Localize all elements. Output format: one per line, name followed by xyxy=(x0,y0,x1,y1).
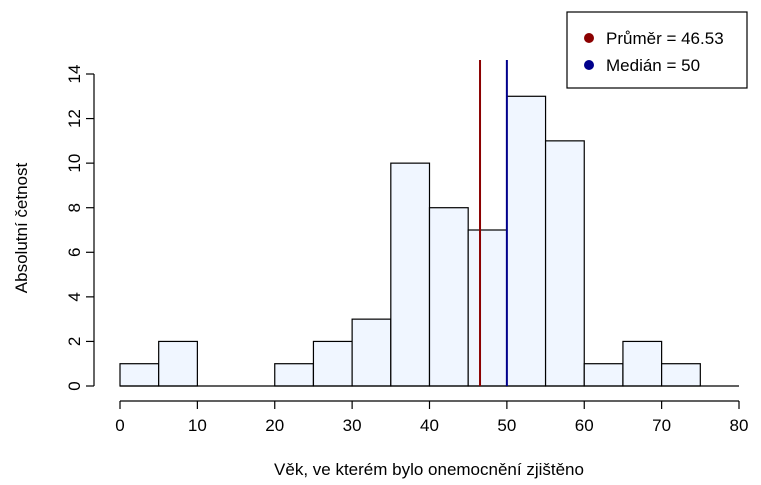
x-tick-label: 30 xyxy=(343,416,362,435)
legend-mean-label: Průměr = 46.53 xyxy=(606,29,724,48)
histogram-bar-65-70 xyxy=(622,340,663,387)
histogram-bar-5-10 xyxy=(158,340,198,387)
x-axis-label: Věk, ve kterém bylo onemocnění zjištěno xyxy=(274,460,584,479)
y-tick-label: 4 xyxy=(65,292,84,301)
histogram-bar-20-25 xyxy=(274,363,315,387)
y-axis: 0 2 4 6 8 10 12 14 xyxy=(65,65,95,391)
x-tick-label: 50 xyxy=(497,416,516,435)
histogram-bar-50-55 xyxy=(506,95,547,387)
histogram-bar-70-75 xyxy=(661,363,701,387)
histogram-bar-60-65 xyxy=(583,363,624,387)
y-tick-label: 6 xyxy=(65,248,84,257)
legend-median-marker xyxy=(584,60,594,70)
histogram-bar-55-60 xyxy=(544,140,585,387)
x-axis: 0 10 20 30 40 50 60 70 80 xyxy=(115,400,749,435)
y-tick-label: 14 xyxy=(65,65,84,84)
y-tick-label: 2 xyxy=(65,337,84,346)
y-axis-label: Absolutní četnost xyxy=(12,163,31,294)
histogram-bar-45-50 xyxy=(467,229,508,387)
x-tick-label: 0 xyxy=(115,416,124,435)
histogram-bar-0-5 xyxy=(119,363,160,387)
bars-group xyxy=(119,95,739,387)
y-tick-label: 8 xyxy=(65,203,84,212)
histogram-bar-30-35 xyxy=(351,318,392,387)
histogram-bar-35-40 xyxy=(390,162,431,387)
y-tick-label: 12 xyxy=(65,109,84,128)
x-tick-label: 70 xyxy=(652,416,671,435)
histogram-bar-25-30 xyxy=(312,340,353,387)
legend-median-label: Medián = 50 xyxy=(606,56,700,75)
reference-lines-group xyxy=(479,60,508,386)
y-tick-label: 0 xyxy=(65,381,84,390)
legend-mean-marker xyxy=(584,33,594,43)
x-tick-label: 40 xyxy=(420,416,439,435)
y-tick-label: 10 xyxy=(65,154,84,173)
x-tick-label: 60 xyxy=(575,416,594,435)
x-tick-label: 10 xyxy=(188,416,207,435)
legend: Průměr = 46.53 Medián = 50 xyxy=(566,11,748,89)
histogram-bar-40-45 xyxy=(428,207,469,387)
x-tick-label: 20 xyxy=(265,416,284,435)
x-tick-label: 80 xyxy=(730,416,749,435)
legend-box xyxy=(566,11,748,89)
